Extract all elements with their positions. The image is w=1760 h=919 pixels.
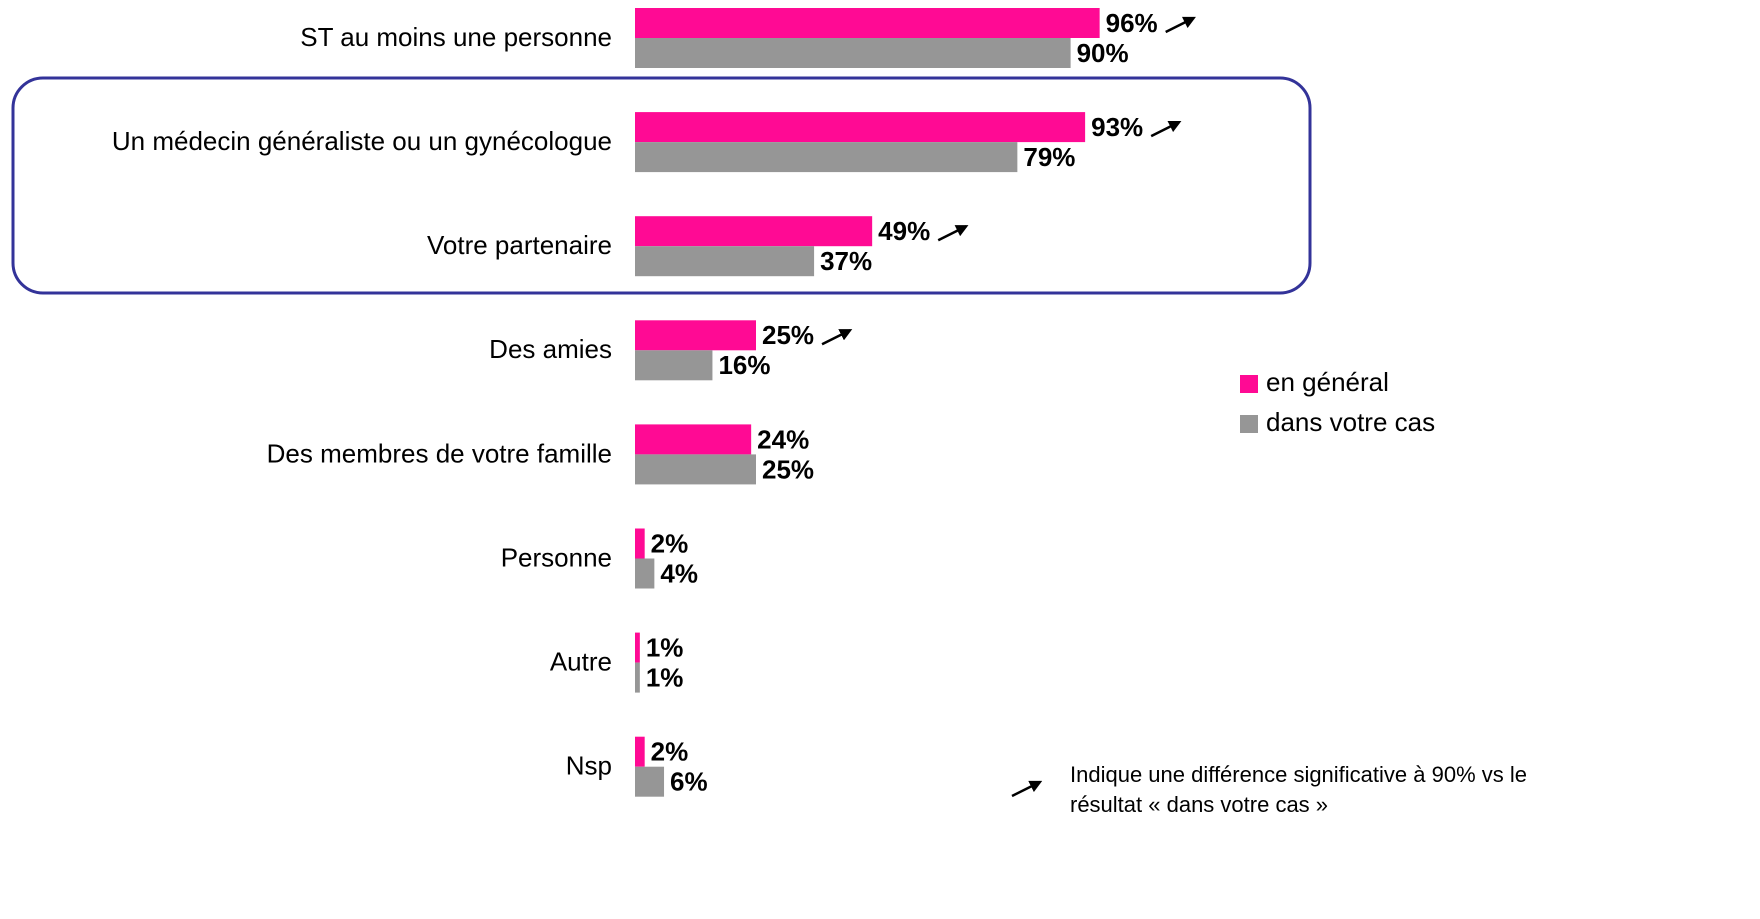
- value-label: 25%: [762, 454, 814, 484]
- significance-arrow: [821, 329, 853, 346]
- bar: [635, 320, 756, 351]
- bar: [635, 454, 756, 485]
- bar: [635, 632, 640, 663]
- legend-label: dans votre cas: [1266, 407, 1435, 437]
- bar: [635, 662, 640, 693]
- legend-swatch: [1240, 375, 1258, 393]
- category-label: Nsp: [566, 751, 612, 781]
- bar: [635, 246, 815, 277]
- value-label: 79%: [1023, 142, 1075, 172]
- category-label: Personne: [501, 542, 612, 572]
- value-label: 49%: [878, 216, 930, 246]
- bar: [635, 766, 665, 797]
- category-label: Un médecin généraliste ou un gynécologue: [112, 126, 612, 156]
- value-label: 90%: [1077, 38, 1129, 68]
- footnote: résultat « dans votre cas »: [1070, 792, 1328, 817]
- highlight-box: [11, 76, 1312, 295]
- bar: [635, 350, 713, 381]
- value-label: 1%: [646, 662, 684, 692]
- value-label: 4%: [660, 558, 698, 588]
- category-label: Votre partenaire: [427, 230, 612, 260]
- footnote: Indique une différence significative à 9…: [1070, 762, 1527, 787]
- category-label: Des amies: [489, 334, 612, 364]
- value-label: 93%: [1091, 112, 1143, 142]
- value-label: 1%: [646, 632, 684, 662]
- footnote-arrow: [1011, 780, 1043, 798]
- value-label: 6%: [670, 767, 708, 797]
- bar: [635, 38, 1071, 68]
- value-label: 37%: [820, 246, 872, 276]
- significance-arrow: [1150, 120, 1182, 138]
- bar: [635, 558, 655, 589]
- value-label: 24%: [757, 424, 809, 454]
- legend-label: en général: [1266, 367, 1389, 397]
- value-label: 96%: [1106, 8, 1158, 38]
- bar: [635, 112, 1086, 143]
- legend-swatch: [1240, 415, 1258, 433]
- bar: [635, 216, 873, 247]
- value-label: 2%: [651, 528, 689, 558]
- value-label: 16%: [718, 350, 770, 380]
- value-label: 2%: [651, 737, 689, 767]
- category-label: Autre: [550, 646, 612, 676]
- bar: [635, 736, 645, 767]
- value-label: 25%: [762, 320, 814, 350]
- bar: [635, 8, 1100, 38]
- bar: [635, 424, 752, 455]
- significance-arrow: [937, 225, 969, 242]
- category-label: ST au moins une personne: [300, 22, 612, 52]
- category-label: Des membres de votre famille: [267, 438, 612, 468]
- bar: [635, 142, 1018, 173]
- significance-arrow: [1165, 16, 1196, 34]
- bar: [635, 528, 645, 559]
